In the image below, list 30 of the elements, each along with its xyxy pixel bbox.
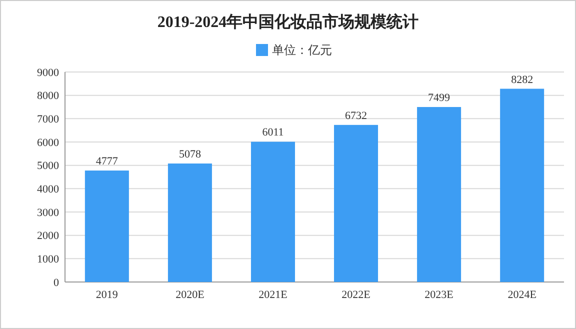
data-label: 4777 xyxy=(96,156,118,168)
y-tick-label: 3000 xyxy=(37,206,60,219)
y-tick-label: 5000 xyxy=(37,160,60,172)
x-tick-label: 2022E xyxy=(342,289,371,301)
y-tick-label: 9000 xyxy=(37,66,60,79)
data-label: 8282 xyxy=(511,74,534,86)
bar xyxy=(250,142,295,282)
y-tick-label: 7000 xyxy=(37,114,60,126)
y-tick-label: 4000 xyxy=(37,184,60,196)
x-tick-label: 2020E xyxy=(176,289,205,301)
x-tick-label: 2023E xyxy=(424,289,454,301)
bar xyxy=(84,170,129,282)
y-tick-label: 1000 xyxy=(37,254,60,266)
bar xyxy=(417,107,462,282)
data-label: 7499 xyxy=(428,92,451,104)
data-label: 6011 xyxy=(262,126,284,139)
legend-label: 单位：亿元 xyxy=(272,43,332,58)
x-tick-label: 2021E xyxy=(258,289,288,301)
bar xyxy=(500,88,544,282)
y-tick-label: 6000 xyxy=(37,136,60,149)
data-label: 6732 xyxy=(345,110,368,122)
y-tick-label: 8000 xyxy=(37,90,60,102)
x-tick-label: 2019 xyxy=(96,289,118,301)
bar xyxy=(168,164,212,282)
bar xyxy=(334,124,378,282)
chart-title: 2019-2024年中国化妆品市场规模统计 xyxy=(157,13,419,31)
x-tick-label: 2024E xyxy=(508,289,537,301)
y-tick-label: 0 xyxy=(54,276,60,289)
y-tick-label: 2000 xyxy=(37,230,60,242)
data-label: 5078 xyxy=(178,148,202,161)
